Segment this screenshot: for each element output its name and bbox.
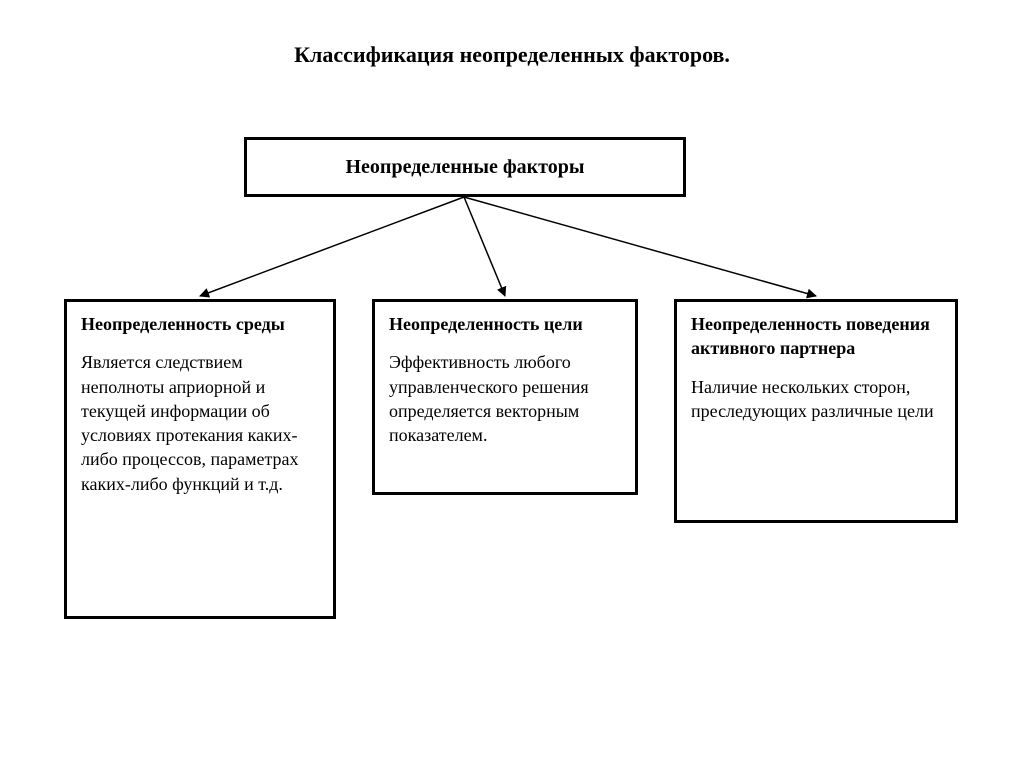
- child-body: Является следствием неполноты априорной …: [81, 350, 319, 496]
- child-title: Неопределенность цели: [389, 312, 621, 336]
- child-title: Неопределенность поведения активного пар…: [691, 312, 941, 361]
- root-node-label: Неопределенные факторы: [261, 156, 669, 179]
- child-body: Эффективность любого управленческого реш…: [389, 350, 621, 447]
- root-node: Неопределенные факторы: [244, 137, 686, 197]
- child-title: Неопределенность среды: [81, 312, 319, 336]
- page-title: Классификация неопределенных факторов.: [0, 42, 1024, 68]
- child-node-environment: Неопределенность среды Является следстви…: [64, 299, 336, 619]
- child-node-goal: Неопределенность цели Эффективность любо…: [372, 299, 638, 495]
- child-body: Наличие нескольких сторон, преследующих …: [691, 375, 941, 424]
- child-node-partner: Неопределенность поведения активного пар…: [674, 299, 958, 523]
